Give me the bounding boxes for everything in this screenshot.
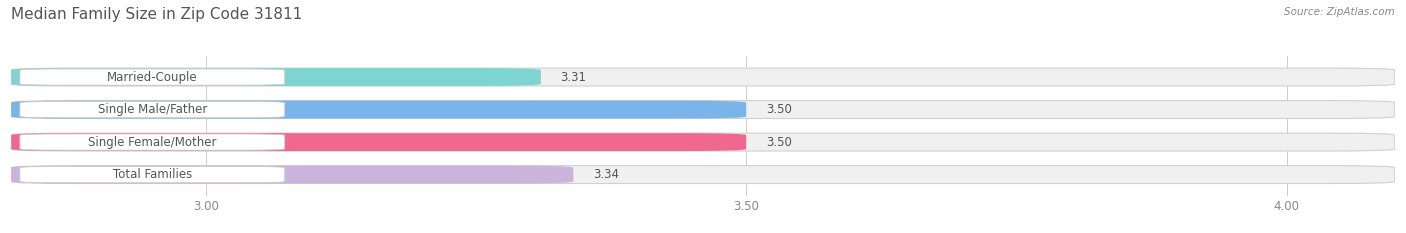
Text: Total Families: Total Families — [112, 168, 193, 181]
Text: 3.31: 3.31 — [561, 71, 586, 84]
FancyBboxPatch shape — [11, 133, 747, 151]
FancyBboxPatch shape — [11, 166, 1395, 184]
Text: 3.50: 3.50 — [766, 136, 792, 149]
FancyBboxPatch shape — [11, 68, 541, 86]
FancyBboxPatch shape — [20, 101, 284, 118]
Text: 3.50: 3.50 — [766, 103, 792, 116]
FancyBboxPatch shape — [20, 69, 284, 85]
FancyBboxPatch shape — [11, 101, 747, 119]
FancyBboxPatch shape — [11, 166, 574, 184]
Text: Source: ZipAtlas.com: Source: ZipAtlas.com — [1284, 7, 1395, 17]
Text: Single Female/Mother: Single Female/Mother — [89, 136, 217, 149]
FancyBboxPatch shape — [11, 133, 1395, 151]
Text: Single Male/Father: Single Male/Father — [97, 103, 207, 116]
FancyBboxPatch shape — [11, 68, 1395, 86]
FancyBboxPatch shape — [20, 134, 284, 150]
Text: 3.34: 3.34 — [593, 168, 619, 181]
FancyBboxPatch shape — [11, 101, 1395, 119]
Text: Median Family Size in Zip Code 31811: Median Family Size in Zip Code 31811 — [11, 7, 302, 22]
FancyBboxPatch shape — [20, 166, 284, 183]
Text: Married-Couple: Married-Couple — [107, 71, 198, 84]
